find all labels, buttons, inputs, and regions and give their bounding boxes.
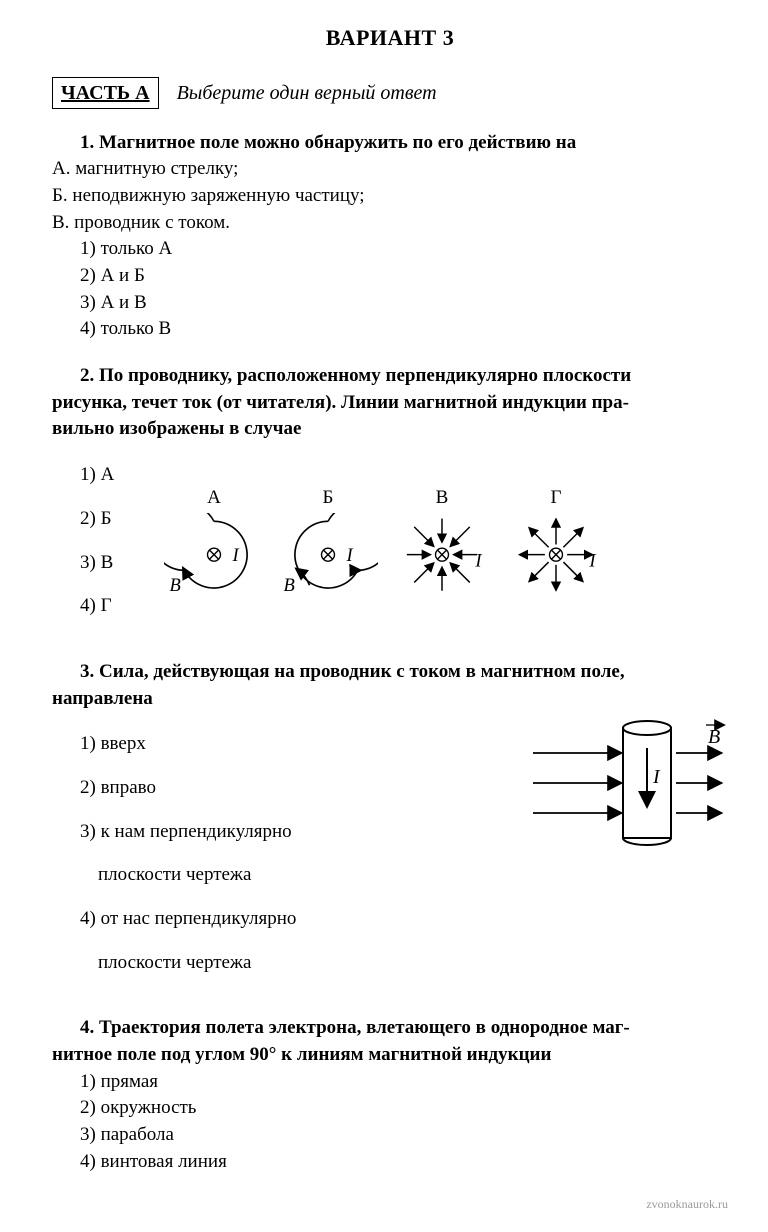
q1-opt-3: 3) А и В xyxy=(80,291,728,316)
q3-figure-svg: I B xyxy=(528,713,728,853)
q4-opt-2: 2) окружность xyxy=(80,1096,728,1121)
part-header: ЧАСТЬ А Выберите один верный ответ xyxy=(52,77,728,109)
q3-opt-4a: 4) от нас перпендикулярно xyxy=(80,907,508,932)
q3-prompt-line2: направлена xyxy=(52,687,728,712)
q2-prompt-text-1: По проводнику, расположенному перпендику… xyxy=(99,365,631,386)
q3-options: 1) вверх 2) вправо 3) к нам перпендикуля… xyxy=(52,713,508,994)
q2-fig-v: В xyxy=(396,486,488,596)
svg-text:B: B xyxy=(708,726,720,748)
question-1: 1. Магнитное поле можно обнаружить по ег… xyxy=(52,131,728,343)
q2-options: 1) А 2) Б 3) В 4) Г xyxy=(52,444,150,638)
q2-fig-b-svg: I B xyxy=(278,513,378,596)
q2-fig-a-B: B xyxy=(170,575,181,595)
q2-fig-v-svg: I xyxy=(392,513,492,596)
q3-figure: I B xyxy=(528,713,728,853)
q4-options: 1) прямая 2) окружность 3) парабола 4) в… xyxy=(52,1070,728,1175)
q2-fig-g: Г xyxy=(510,486,602,596)
svg-text:I: I xyxy=(588,551,596,571)
q2-opt-2: 2) Б xyxy=(80,507,150,532)
q3-opt-2: 2) вправо xyxy=(80,776,508,801)
q1-opt-4: 4) только В xyxy=(80,317,728,342)
q3-prompt-text-1: Сила, действующая на проводник с током в… xyxy=(99,661,625,682)
q4-opt-4: 4) винтовая линия xyxy=(80,1150,728,1175)
q2-prompt-line2: рисунка, течет ток (от читателя). Линии … xyxy=(52,391,728,416)
q4-opt-3: 3) парабола xyxy=(80,1123,728,1148)
q2-figures: А I B xyxy=(168,486,602,596)
q3-opt-1: 1) вверх xyxy=(80,732,508,757)
q1-opt-2: 2) А и Б xyxy=(80,264,728,289)
watermark: zvonoknaurok.ru xyxy=(52,1197,728,1213)
part-instruction: Выберите один верный ответ xyxy=(177,80,437,106)
q1-prompt: 1. Магнитное поле можно обнаружить по ег… xyxy=(52,131,728,156)
q2-fig-g-svg: I xyxy=(506,513,606,596)
q4-prompt-line1: 4. Траектория полета электрона, влетающе… xyxy=(52,1016,728,1041)
question-3: 3. Сила, действующая на проводник с токо… xyxy=(52,660,728,995)
q4-opt-1: 1) прямая xyxy=(80,1070,728,1095)
page-title: ВАРИАНТ 3 xyxy=(52,24,728,53)
q1-stem-b: Б. неподвижную заряженную частицу; xyxy=(52,184,728,209)
q2-prompt-line3: вильно изображены в случае xyxy=(52,417,728,442)
q2-fig-a-svg: I B xyxy=(164,513,264,596)
part-label-box: ЧАСТЬ А xyxy=(52,77,159,109)
svg-text:I: I xyxy=(474,551,482,571)
q2-fig-b-label: Б xyxy=(323,486,334,511)
q1-prompt-text: Магнитное поле можно обнаружить по его д… xyxy=(99,132,576,153)
svg-text:I: I xyxy=(652,766,661,788)
q2-fig-g-label: Г xyxy=(551,486,562,511)
q3-opt-4b: плоскости чертежа xyxy=(80,951,508,976)
q2-opt-4: 4) Г xyxy=(80,594,150,619)
svg-text:I: I xyxy=(346,546,354,566)
q4-prompt-text-1: Траектория полета электрона, влетающего … xyxy=(99,1017,630,1038)
q2-prompt-line1: 2. По проводнику, расположенному перпенд… xyxy=(52,364,728,389)
q3-number: 3. xyxy=(80,661,94,682)
q1-number: 1. xyxy=(80,132,94,153)
q2-fig-b: Б I B xyxy=(282,486,374,596)
q2-number: 2. xyxy=(80,365,94,386)
q1-options: 1) только А 2) А и Б 3) А и В 4) только … xyxy=(52,237,728,342)
q3-opt-3b: плоскости чертежа xyxy=(80,863,508,888)
q1-stem-a: А. магнитную стрелку; xyxy=(52,157,728,182)
question-4: 4. Траектория полета электрона, влетающе… xyxy=(52,1016,728,1174)
q3-opt-3a: 3) к нам перпендикулярно xyxy=(80,820,508,845)
q3-prompt-line1: 3. Сила, действующая на проводник с токо… xyxy=(52,660,728,685)
question-2: 2. По проводнику, расположенному перпенд… xyxy=(52,364,728,638)
q4-prompt-line2: нитное поле под углом 90° к линиям магни… xyxy=(52,1043,728,1068)
q2-fig-a: А I B xyxy=(168,486,260,596)
q1-opt-1: 1) только А xyxy=(80,237,728,262)
svg-text:B: B xyxy=(284,575,295,595)
q1-stem-v: В. проводник с током. xyxy=(52,211,728,236)
q2-fig-v-label: В xyxy=(436,486,449,511)
q2-opt-1: 1) А xyxy=(80,463,150,488)
q2-fig-a-label: А xyxy=(207,486,221,511)
q4-number: 4. xyxy=(80,1017,94,1038)
q2-opt-3: 3) В xyxy=(80,551,150,576)
q2-fig-a-I: I xyxy=(232,546,240,566)
